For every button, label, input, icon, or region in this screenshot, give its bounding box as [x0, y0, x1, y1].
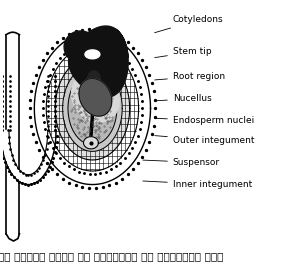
- Text: Outer integument: Outer integument: [155, 136, 254, 145]
- Polygon shape: [34, 32, 150, 185]
- Polygon shape: [1, 131, 56, 185]
- Text: Inner integument: Inner integument: [143, 180, 252, 189]
- Text: Stem tip: Stem tip: [155, 47, 212, 58]
- Polygon shape: [85, 50, 100, 59]
- Text: Cotyledons: Cotyledons: [155, 15, 223, 33]
- Text: चित्र-तरुण भ्रूण सहित एक बीजाण्ड की लम्बवत् काट: चित्र-तरुण भ्रूण सहित एक बीजाण्ड की लम्ब…: [0, 251, 223, 261]
- Polygon shape: [79, 79, 112, 116]
- Polygon shape: [84, 137, 98, 149]
- Polygon shape: [46, 46, 139, 171]
- Polygon shape: [55, 57, 130, 160]
- Polygon shape: [71, 73, 119, 122]
- Polygon shape: [64, 31, 97, 63]
- Polygon shape: [69, 26, 128, 97]
- Text: Suspensor: Suspensor: [143, 158, 220, 167]
- Polygon shape: [87, 71, 100, 89]
- Text: Nucellus: Nucellus: [155, 94, 212, 103]
- Text: Endosperm nuclei: Endosperm nuclei: [155, 116, 254, 125]
- Polygon shape: [68, 72, 117, 145]
- Text: Root region: Root region: [155, 72, 225, 81]
- Polygon shape: [6, 234, 19, 241]
- Polygon shape: [63, 65, 122, 151]
